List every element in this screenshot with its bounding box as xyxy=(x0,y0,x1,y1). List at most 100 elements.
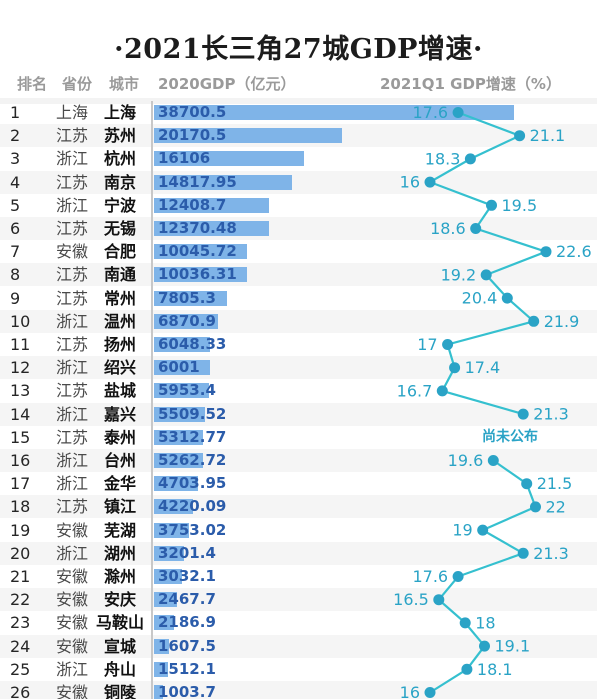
growth-value-label: 18 xyxy=(475,613,495,632)
province-cell: 江苏 xyxy=(56,172,89,192)
growth-value-label: 20.4 xyxy=(462,289,498,308)
province-cell: 安徽 xyxy=(56,683,89,699)
gdp-bar xyxy=(154,244,248,260)
province-cell: 江苏 xyxy=(56,126,89,146)
growth-value-label: 19.1 xyxy=(495,637,531,656)
province-cell: 浙江 xyxy=(56,543,89,563)
city-cell: 台州 xyxy=(103,451,136,470)
city-cell: 安庆 xyxy=(103,590,136,610)
rank-cell: 24 xyxy=(10,636,31,656)
growth-value-label: 21.9 xyxy=(544,312,580,331)
city-cell: 上海 xyxy=(103,103,136,122)
gdp-bar xyxy=(154,615,175,631)
gdp-axis-line xyxy=(151,101,153,699)
gdp-value-label: 3753.02 xyxy=(158,520,227,539)
growth-point xyxy=(514,130,526,142)
growth-point xyxy=(461,663,473,675)
rank-cell: 20 xyxy=(10,543,31,563)
gdp-bar xyxy=(154,360,210,376)
growth-point xyxy=(517,547,529,559)
gdp-bar xyxy=(154,383,210,399)
growth-point xyxy=(459,617,471,629)
chart-title: ·2021长三角27城GDP增速· xyxy=(114,34,483,65)
growth-point xyxy=(501,292,513,304)
gdp-bar xyxy=(154,151,304,167)
growth-point xyxy=(540,246,552,258)
city-cell: 宁波 xyxy=(103,195,136,215)
growth-point xyxy=(521,478,533,490)
gdp-bar xyxy=(154,221,270,236)
rank-cell: 12 xyxy=(10,358,31,378)
rank-cell: 13 xyxy=(10,381,31,401)
gdp-bar xyxy=(154,499,194,515)
growth-value-label: 21.5 xyxy=(537,474,573,493)
rank-cell: 2 xyxy=(10,126,21,146)
gdp-value-label: 6048.33 xyxy=(158,335,227,353)
city-cell: 南通 xyxy=(103,265,136,285)
header-divider xyxy=(0,98,597,104)
gdp-bar xyxy=(154,174,292,190)
header-province: 省份 xyxy=(62,75,93,93)
gdp-value-label: 2467.7 xyxy=(158,590,216,609)
gdp-bar xyxy=(154,105,514,120)
growth-value-label: 17.6 xyxy=(412,567,448,586)
gdp-bar xyxy=(154,290,227,306)
gdp-bar xyxy=(154,453,203,468)
gdp-value-label: 14817.95 xyxy=(158,172,237,191)
city-cell: 滁州 xyxy=(103,567,136,586)
growth-value-label: 19.5 xyxy=(502,196,538,215)
growth-point xyxy=(479,640,490,652)
gdp-bar xyxy=(154,267,248,283)
rank-cell: 19 xyxy=(10,520,31,540)
growth-value-label: 18.3 xyxy=(425,149,461,168)
city-cell: 无锡 xyxy=(103,219,136,238)
rank-cell: 7 xyxy=(10,242,21,262)
province-cell: 浙江 xyxy=(56,358,89,378)
rank-cell: 17 xyxy=(10,474,31,494)
rank-cell: 1 xyxy=(10,103,21,122)
rank-cell: 4 xyxy=(10,172,21,192)
city-cell: 合肥 xyxy=(103,242,136,262)
gdp-bar xyxy=(154,128,342,144)
growth-value-label: 16 xyxy=(400,173,420,192)
gdp-value-label: 7805.3 xyxy=(158,288,216,307)
table-row xyxy=(0,309,597,333)
province-cell: 浙江 xyxy=(56,404,89,424)
table-row xyxy=(0,634,597,658)
province-cell: 浙江 xyxy=(56,659,89,679)
city-cell: 湖州 xyxy=(103,543,136,563)
growth-point xyxy=(452,571,464,582)
table-row xyxy=(0,263,597,287)
rank-cell: 5 xyxy=(10,195,21,215)
gdp-bar xyxy=(154,592,177,608)
table-row xyxy=(0,449,597,472)
gdp-value-label: 16106 xyxy=(158,149,211,168)
province-cell: 浙江 xyxy=(56,149,89,169)
gdp-bar xyxy=(154,545,184,561)
province-cell: 安徽 xyxy=(56,242,89,262)
province-cell: 浙江 xyxy=(56,311,89,331)
province-cell: 安徽 xyxy=(56,520,89,540)
growth-point xyxy=(424,176,436,188)
province-cell: 安徽 xyxy=(56,567,89,586)
rank-cell: 14 xyxy=(10,404,31,424)
growth-point xyxy=(424,687,436,698)
table-row xyxy=(0,356,597,380)
province-cell: 浙江 xyxy=(56,474,89,494)
gdp-value-label: 6001 xyxy=(158,358,200,377)
rank-cell: 22 xyxy=(10,590,31,610)
province-cell: 江苏 xyxy=(56,219,89,238)
gdp-value-label: 2186.9 xyxy=(158,613,216,632)
gdp-value-label: 38700.5 xyxy=(158,103,227,121)
province-cell: 江苏 xyxy=(56,335,89,354)
rank-cell: 25 xyxy=(10,659,31,679)
rank-cell: 18 xyxy=(10,497,31,517)
gdp-value-label: 1003.7 xyxy=(158,683,216,699)
growth-point xyxy=(528,315,540,327)
city-cell: 苏州 xyxy=(103,126,136,146)
gdp-bar xyxy=(154,522,189,538)
table-row xyxy=(0,402,597,426)
table-row xyxy=(0,681,597,699)
rank-cell: 3 xyxy=(10,149,21,169)
